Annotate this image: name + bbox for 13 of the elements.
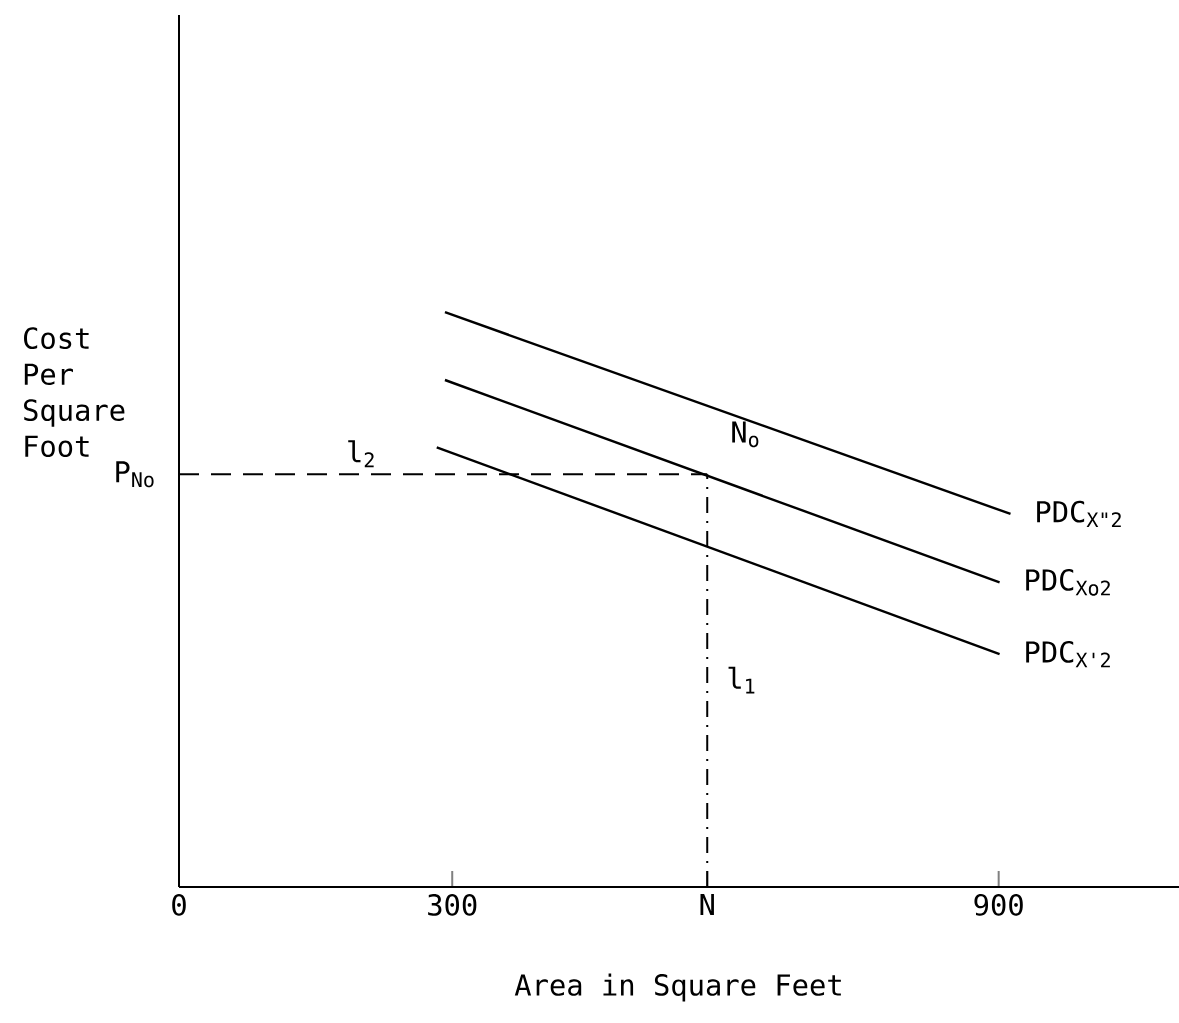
ref-line-label: l$_{1}$ — [728, 666, 755, 694]
series-label: PDC$_{Xo2}$ — [1026, 569, 1110, 596]
ref-line-label: l$_{2}$ — [348, 440, 374, 468]
annotation: P$_{No}$ — [116, 461, 154, 488]
x-tick-label: 300 — [428, 894, 477, 916]
y-axis-title: Cost Per Square Foot — [24, 327, 125, 458]
x-axis-title: Area in Square Feet — [514, 973, 841, 1002]
x-tick-label: 0 — [172, 894, 186, 916]
series-label: PDC$_{X"2}$ — [1037, 500, 1121, 528]
series-label: PDC$_{X'2}$ — [1026, 641, 1110, 668]
x-tick-label: N — [700, 894, 714, 916]
x-tick-label: 900 — [974, 894, 1023, 916]
annotation: N$_{o}$ — [732, 421, 759, 448]
